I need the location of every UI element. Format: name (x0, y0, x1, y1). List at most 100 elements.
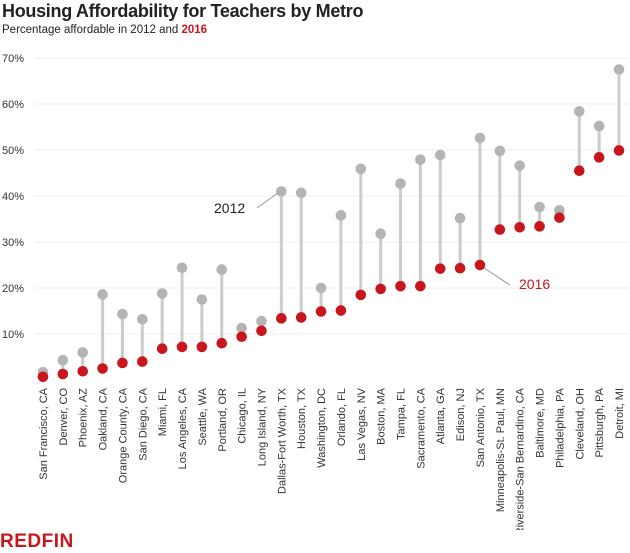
y-tick-label: 30% (2, 237, 24, 249)
point-2012 (494, 145, 506, 157)
x-tick-label: Seattle, WA (197, 387, 209, 445)
y-tick-label: 40% (2, 191, 24, 203)
y-tick-label: 50% (2, 145, 24, 157)
chart-title: Housing Affordability for Teachers by Me… (2, 1, 364, 21)
x-tick-label: Las Vegas, NV (356, 387, 368, 460)
point-2016 (97, 363, 108, 374)
point-2016 (474, 259, 486, 271)
point-2016 (315, 306, 327, 317)
x-tick-label: Boston, MA (376, 387, 388, 445)
x-tick-label: Baltimore, MD (535, 388, 547, 458)
point-2012 (295, 187, 307, 199)
x-tick-label: Phoenix, AZ (78, 388, 90, 448)
x-tick-label: Riverside-San Bernardino, CA (515, 387, 527, 530)
point-2012 (176, 262, 188, 274)
point-2012 (375, 228, 386, 240)
x-tick-label: Philadelphia, PA (554, 387, 566, 468)
point-2016 (494, 224, 506, 235)
point-2012 (613, 64, 625, 75)
x-tick-label: Sacramento, CA (415, 387, 427, 468)
subtitle-2016: 2016 (181, 24, 208, 36)
point-2012 (276, 186, 287, 197)
x-tick-label: Washington, DC (316, 388, 328, 468)
point-2016 (156, 343, 168, 355)
point-2016 (196, 341, 208, 353)
point-2016 (534, 221, 545, 232)
point-2016 (514, 221, 525, 233)
point-2016 (613, 145, 625, 156)
point-2016 (554, 212, 565, 223)
x-tick-label: San Diego, CA (137, 387, 149, 460)
x-tick-label: Dallas-Fort Worth, TX (276, 387, 288, 494)
point-2012 (256, 315, 267, 327)
annotation-2012: 2012 (214, 200, 245, 216)
redfin-logo: REDFIN (0, 531, 74, 552)
x-tick-label: San Francisco, CA (38, 387, 50, 479)
point-2016 (395, 280, 406, 292)
annotation-leader-2016 (483, 267, 511, 286)
point-2016 (77, 365, 89, 377)
y-tick-label: 10% (2, 329, 24, 341)
point-2016 (415, 280, 426, 292)
x-tick-label: Oakland, CA (98, 387, 110, 450)
chart-subtitle: Percentage affordable in 2012 and 2016 (2, 24, 207, 36)
point-2016 (434, 263, 446, 274)
point-2016 (276, 313, 287, 324)
point-2016 (375, 283, 386, 295)
point-2016 (236, 331, 247, 343)
point-2012 (514, 160, 525, 171)
x-tick-label: Cleveland, OH (574, 388, 586, 460)
point-2012 (57, 354, 69, 366)
y-tick-label: 60% (2, 99, 24, 111)
point-2012 (315, 282, 327, 294)
point-2012 (97, 289, 108, 300)
annotation-leader-2012 (256, 192, 278, 209)
point-2016 (137, 356, 148, 367)
point-2016 (593, 152, 605, 163)
point-2012 (196, 294, 208, 305)
x-tick-label: Atlanta, GA (435, 387, 447, 444)
x-tick-label: San Antonio, TX (475, 387, 487, 467)
point-2012 (554, 204, 565, 216)
y-tick-label: 70% (2, 53, 24, 65)
x-tick-label: Denver, CO (58, 388, 70, 446)
point-2016 (117, 357, 128, 369)
point-2012 (415, 154, 426, 165)
x-tick-label: Orange County, CA (117, 387, 129, 483)
dumbbell-chart: 10% 20% 30% 40% 50% 60% 70% San Francisco, CA De… (2, 53, 630, 530)
point-2012 (534, 201, 545, 213)
point-2012 (395, 178, 406, 189)
point-2012 (216, 264, 228, 275)
x-tick-label: Tampa, FL (396, 388, 408, 440)
point-2012 (236, 322, 247, 334)
point-2012 (355, 163, 367, 175)
x-tick-label: Minneapolis-St. Paul, MN (495, 388, 507, 512)
point-2016 (256, 325, 267, 337)
point-2016 (573, 165, 585, 176)
point-2016 (355, 289, 367, 301)
y-tick-label: 20% (2, 283, 24, 295)
point-2012 (434, 149, 446, 161)
x-tick-label: Detroit, MI (614, 388, 626, 439)
point-2012 (573, 106, 585, 117)
point-2012 (156, 288, 168, 299)
point-2012 (454, 212, 466, 224)
point-2016 (176, 341, 188, 353)
point-2012 (137, 313, 148, 325)
point-2012 (117, 308, 128, 320)
x-tick-label: Orlando, FL (336, 388, 348, 446)
x-tick-label: Edison, NJ (455, 388, 467, 441)
point-2012 (474, 132, 486, 144)
point-2016 (454, 262, 466, 274)
x-tick-label: Portland, OR (217, 388, 229, 452)
point-2016 (57, 368, 69, 380)
point-2012 (593, 120, 605, 132)
x-tick-label: Houston, TX (296, 387, 308, 449)
x-tick-label: Los Angeles, CA (177, 387, 189, 469)
x-tick-label: Long Island, NY (256, 387, 268, 466)
x-tick-label: Miami, FL (157, 388, 169, 436)
point-2012 (335, 210, 347, 221)
annotation-2016: 2016 (519, 276, 550, 292)
subtitle-text: Percentage affordable in 2012 and (2, 24, 182, 36)
point-2016 (335, 305, 347, 316)
